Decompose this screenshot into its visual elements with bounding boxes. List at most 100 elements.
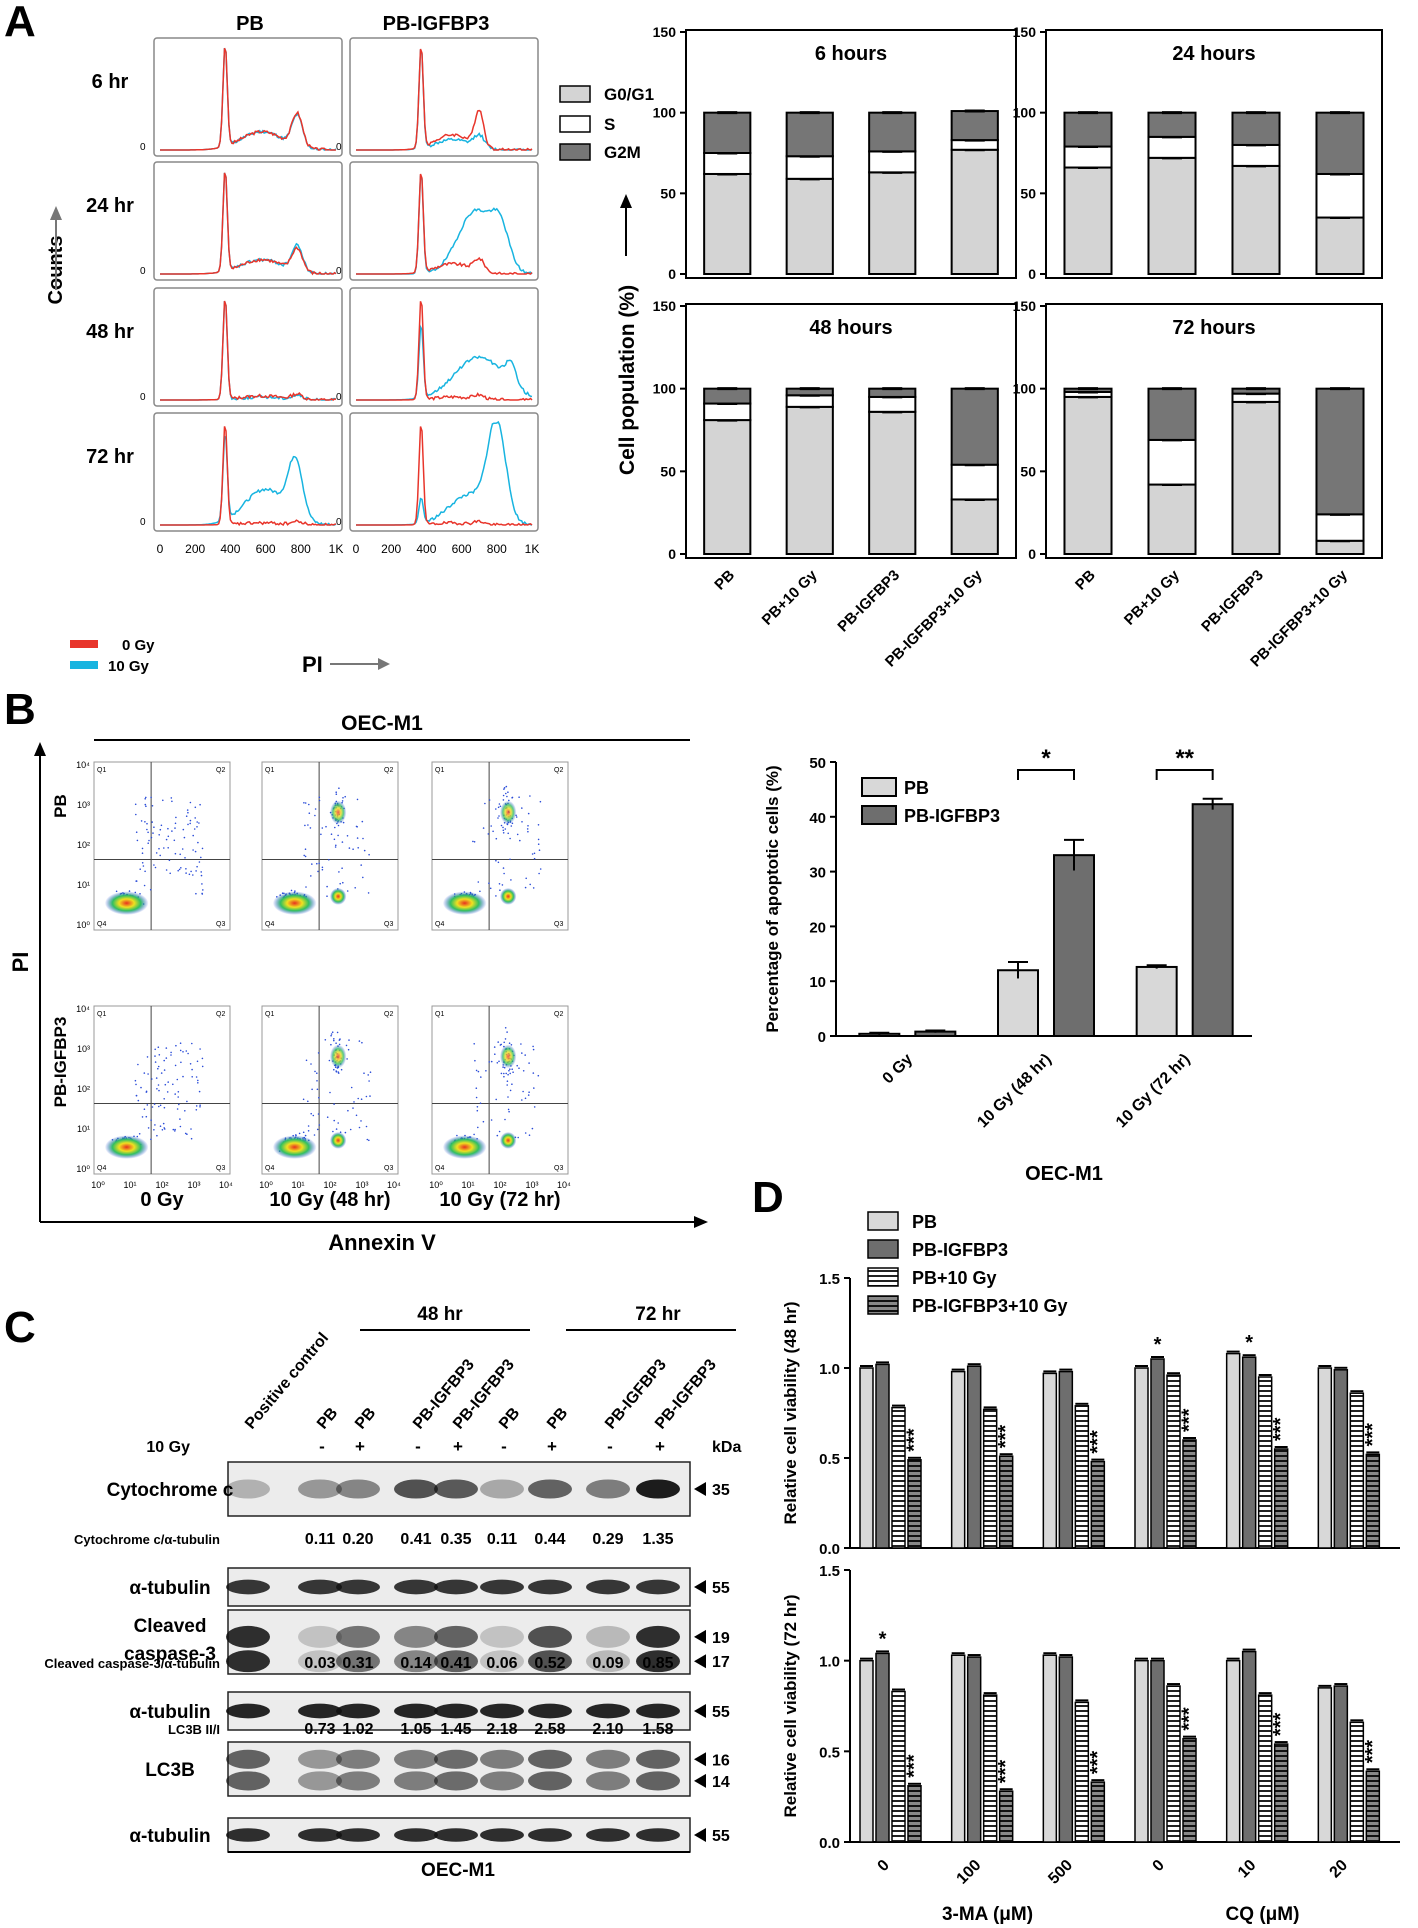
flow-event-dot bbox=[344, 1131, 347, 1134]
flow-event-dot bbox=[190, 1137, 193, 1140]
flow-event-dot bbox=[150, 836, 153, 839]
kda-arrow bbox=[694, 1482, 706, 1496]
blot-band bbox=[586, 1771, 630, 1791]
quadrant-label: Q3 bbox=[554, 921, 563, 928]
quadrant-label: Q4 bbox=[265, 921, 274, 928]
flow-event-dot bbox=[172, 1128, 175, 1131]
flow-event-dot bbox=[503, 788, 505, 790]
legend-swatch-10gy bbox=[70, 661, 98, 669]
y-tick-label: 0.5 bbox=[819, 1451, 840, 1468]
flow-event-dot bbox=[307, 824, 309, 826]
viability-bar bbox=[875, 1363, 890, 1549]
flow-event-dot bbox=[352, 1107, 354, 1109]
flow-event-dot bbox=[151, 821, 153, 823]
ratio-value: 1.05 bbox=[400, 1721, 431, 1738]
flow-event-dot bbox=[511, 1083, 513, 1085]
viability-bar bbox=[891, 1406, 906, 1549]
flow-event-dot bbox=[318, 799, 321, 802]
gy-sign: - bbox=[415, 1437, 421, 1456]
viability-bar bbox=[1058, 1370, 1074, 1549]
flow-event-dot bbox=[519, 839, 521, 842]
blot-band bbox=[226, 1579, 270, 1595]
category-tick-label: 10 Gy (72 hr) bbox=[1113, 1051, 1194, 1132]
flow-event-dot bbox=[361, 820, 364, 823]
flow-density-cluster bbox=[500, 1132, 517, 1149]
flow-event-dot bbox=[316, 1080, 318, 1082]
flow-event-dot bbox=[174, 822, 177, 825]
flow-event-dot bbox=[526, 828, 529, 830]
flow-event-dot bbox=[518, 1067, 520, 1069]
flow-event-dot bbox=[495, 1098, 498, 1101]
flow-row-label-pb-igfbp3: PB-IGFBP3 bbox=[51, 1017, 70, 1108]
flow-event-dot bbox=[309, 827, 312, 829]
y-tick-label: 0.0 bbox=[819, 1835, 840, 1852]
viability-legend-swatch bbox=[867, 1211, 899, 1231]
ratio-value: 0.20 bbox=[342, 1531, 373, 1548]
histogram-frame bbox=[153, 412, 343, 532]
flow-event-dot bbox=[175, 1044, 177, 1047]
flow-y-tick: 10³ bbox=[77, 800, 90, 810]
histogram-x-tick: 600 bbox=[256, 542, 276, 556]
flow-event-dot bbox=[182, 1075, 184, 1078]
viability-legend-swatch bbox=[867, 1239, 899, 1259]
y-tick-label: 0 bbox=[668, 266, 676, 282]
blot-band bbox=[586, 1749, 630, 1769]
histogram-x-tick: 800 bbox=[487, 542, 507, 556]
flow-event-dot bbox=[475, 1096, 478, 1099]
flow-event-dot bbox=[335, 844, 337, 847]
column-title-pb-igfbp3: PB-IGFBP3 bbox=[383, 13, 490, 35]
flow-event-dot bbox=[497, 817, 499, 819]
stacked-bar-segment bbox=[1315, 216, 1365, 276]
gy-sign: + bbox=[453, 1437, 463, 1456]
flow-event-dot bbox=[311, 863, 313, 865]
flow-event-dot bbox=[177, 1096, 179, 1098]
y-tick-label: 100 bbox=[1013, 381, 1037, 397]
flow-event-dot bbox=[171, 800, 173, 803]
flow-event-dot bbox=[147, 1127, 150, 1129]
flow-event-dot bbox=[143, 884, 146, 887]
flow-event-dot bbox=[192, 849, 194, 851]
flow-event-dot bbox=[177, 869, 179, 872]
flow-event-dot bbox=[355, 825, 358, 828]
flow-event-dot bbox=[199, 1104, 201, 1106]
flow-event-dot bbox=[537, 1074, 540, 1077]
ratio-value: 0.52 bbox=[534, 1655, 565, 1672]
flow-event-dot bbox=[202, 889, 204, 891]
flow-event-dot bbox=[333, 838, 336, 841]
blot-band bbox=[636, 1828, 680, 1842]
flow-event-dot bbox=[326, 885, 328, 888]
flow-event-dot bbox=[352, 848, 354, 850]
flow-event-dot bbox=[199, 1106, 201, 1108]
significance-star: * bbox=[879, 1628, 887, 1650]
blot-band bbox=[336, 1749, 380, 1769]
blot-band bbox=[480, 1749, 524, 1769]
significance-stars: *** bbox=[995, 1760, 1017, 1784]
stacked-chart-title: 48 hours bbox=[809, 317, 892, 339]
flow-event-dot bbox=[176, 1108, 179, 1110]
histogram-frame bbox=[153, 37, 343, 157]
blot-band bbox=[336, 1650, 380, 1673]
flow-event-dot bbox=[506, 1080, 509, 1082]
flow-event-dot bbox=[527, 1094, 530, 1096]
blot-band bbox=[394, 1625, 438, 1648]
flow-y-tick: 10⁰ bbox=[76, 920, 90, 930]
flow-event-dot bbox=[154, 1061, 157, 1063]
blot-band bbox=[586, 1828, 630, 1842]
histogram-0gy-curve bbox=[160, 300, 337, 401]
quadrant-label: Q3 bbox=[216, 921, 225, 928]
category-tick-label: PB-IGFBP3 bbox=[834, 567, 903, 636]
flow-event-dot bbox=[147, 1073, 149, 1075]
flow-event-dot bbox=[348, 847, 351, 849]
stacked-bar-segment bbox=[950, 110, 999, 142]
blot-band bbox=[394, 1771, 438, 1791]
flow-x-tick: 10² bbox=[155, 1180, 168, 1190]
flow-event-dot bbox=[150, 1119, 152, 1121]
flow-event-dot bbox=[318, 1096, 320, 1099]
flow-event-dot bbox=[498, 1060, 500, 1063]
flow-event-dot bbox=[168, 859, 171, 862]
flow-row-label-pb: PB bbox=[51, 794, 70, 818]
flow-event-dot bbox=[338, 787, 340, 789]
flow-event-dot bbox=[336, 1031, 339, 1034]
flow-event-dot bbox=[502, 799, 505, 801]
